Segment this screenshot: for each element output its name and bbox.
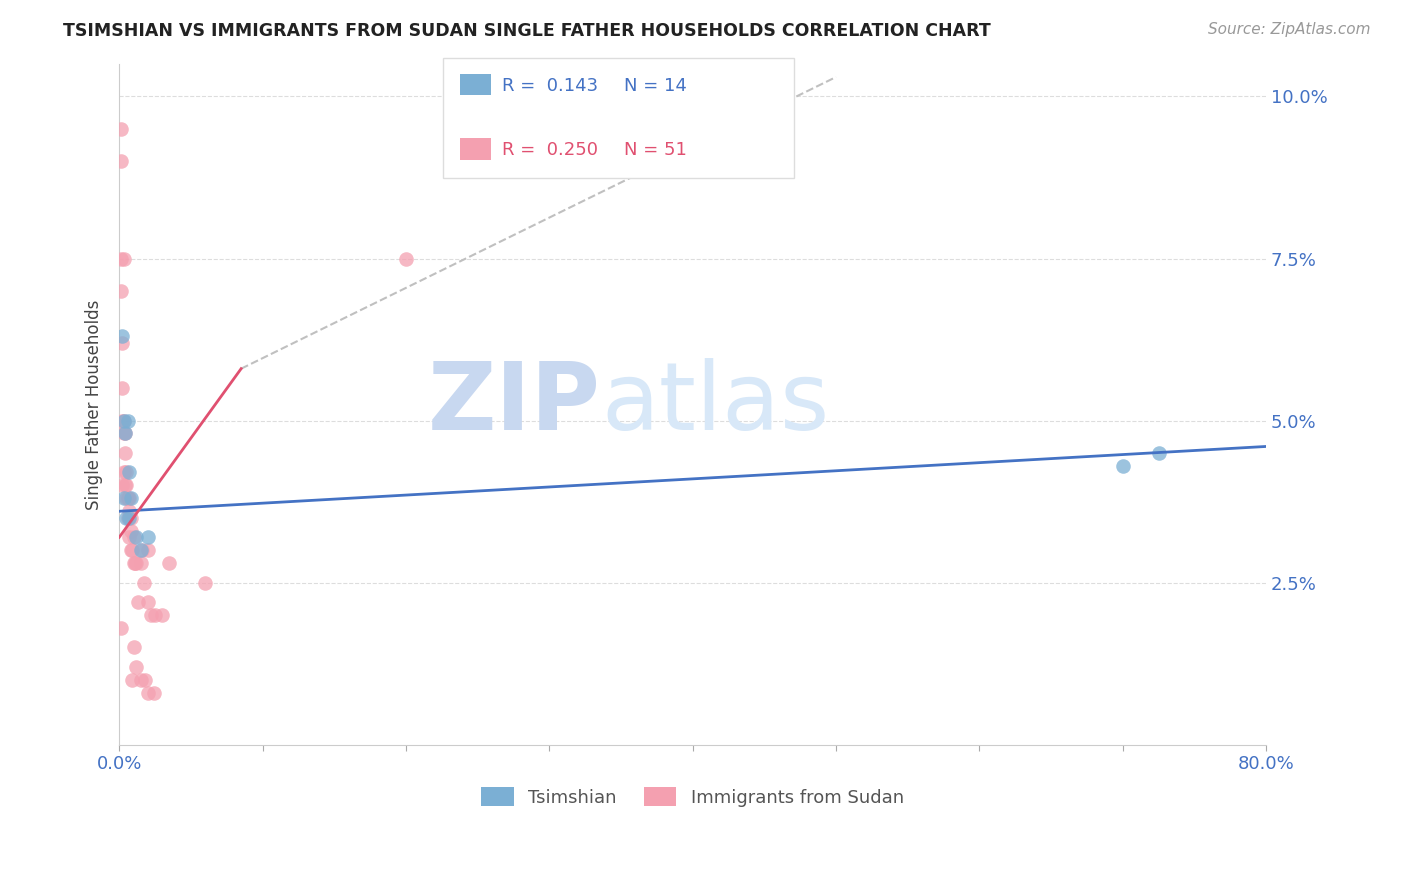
- Point: [111, 329, 134, 343]
- Point: [110, 284, 132, 298]
- Point: [131, 543, 153, 558]
- Point: [111, 381, 134, 395]
- Point: [118, 510, 141, 524]
- Point: [112, 466, 135, 480]
- Text: N = 14: N = 14: [624, 77, 688, 95]
- Point: [118, 466, 141, 480]
- Point: [118, 491, 141, 506]
- Point: [111, 478, 134, 492]
- Point: [112, 491, 135, 506]
- Point: [132, 575, 155, 590]
- Text: R =  0.250: R = 0.250: [502, 141, 598, 159]
- Point: [118, 530, 141, 544]
- Point: [124, 556, 146, 570]
- Point: [114, 446, 136, 460]
- Point: [127, 595, 149, 609]
- Point: [120, 524, 142, 538]
- Point: [120, 510, 142, 524]
- Point: [115, 510, 138, 524]
- Point: [110, 252, 132, 266]
- Point: [134, 673, 156, 687]
- Point: [111, 335, 134, 350]
- Point: [142, 686, 165, 700]
- Point: [117, 413, 139, 427]
- Text: N = 51: N = 51: [624, 141, 688, 159]
- Point: [115, 466, 138, 480]
- Point: [129, 543, 152, 558]
- Point: [112, 413, 135, 427]
- Point: [117, 510, 139, 524]
- Legend: Tsimshian, Immigrants from Sudan: Tsimshian, Immigrants from Sudan: [474, 780, 911, 814]
- Point: [118, 504, 141, 518]
- Point: [121, 673, 143, 687]
- Point: [112, 413, 135, 427]
- Point: [110, 621, 132, 635]
- Point: [1112, 458, 1135, 473]
- Point: [1147, 446, 1170, 460]
- Point: [111, 413, 134, 427]
- Point: [122, 530, 145, 544]
- Point: [125, 660, 148, 674]
- Point: [395, 252, 418, 266]
- Point: [150, 607, 173, 622]
- Point: [139, 607, 162, 622]
- Text: ZIP: ZIP: [427, 359, 600, 450]
- Point: [125, 530, 148, 544]
- Point: [122, 556, 145, 570]
- Point: [115, 491, 138, 506]
- Point: [129, 673, 152, 687]
- Point: [114, 426, 136, 441]
- Point: [110, 154, 132, 169]
- Y-axis label: Single Father Households: Single Father Households: [86, 299, 103, 509]
- Point: [117, 491, 139, 506]
- Point: [136, 686, 159, 700]
- Point: [114, 426, 136, 441]
- Point: [194, 575, 217, 590]
- Text: atlas: atlas: [600, 359, 830, 450]
- Point: [136, 595, 159, 609]
- Text: R =  0.143: R = 0.143: [502, 77, 598, 95]
- Point: [125, 556, 148, 570]
- Point: [120, 491, 142, 506]
- Point: [122, 640, 145, 655]
- Point: [143, 607, 166, 622]
- Point: [115, 478, 138, 492]
- Point: [110, 121, 132, 136]
- Text: TSIMSHIAN VS IMMIGRANTS FROM SUDAN SINGLE FATHER HOUSEHOLDS CORRELATION CHART: TSIMSHIAN VS IMMIGRANTS FROM SUDAN SINGL…: [63, 22, 991, 40]
- Point: [112, 252, 135, 266]
- Point: [136, 543, 159, 558]
- Point: [120, 543, 142, 558]
- Text: Source: ZipAtlas.com: Source: ZipAtlas.com: [1208, 22, 1371, 37]
- Point: [121, 543, 143, 558]
- Point: [112, 426, 135, 441]
- Point: [136, 530, 159, 544]
- Point: [159, 556, 181, 570]
- Point: [114, 478, 136, 492]
- Point: [129, 556, 152, 570]
